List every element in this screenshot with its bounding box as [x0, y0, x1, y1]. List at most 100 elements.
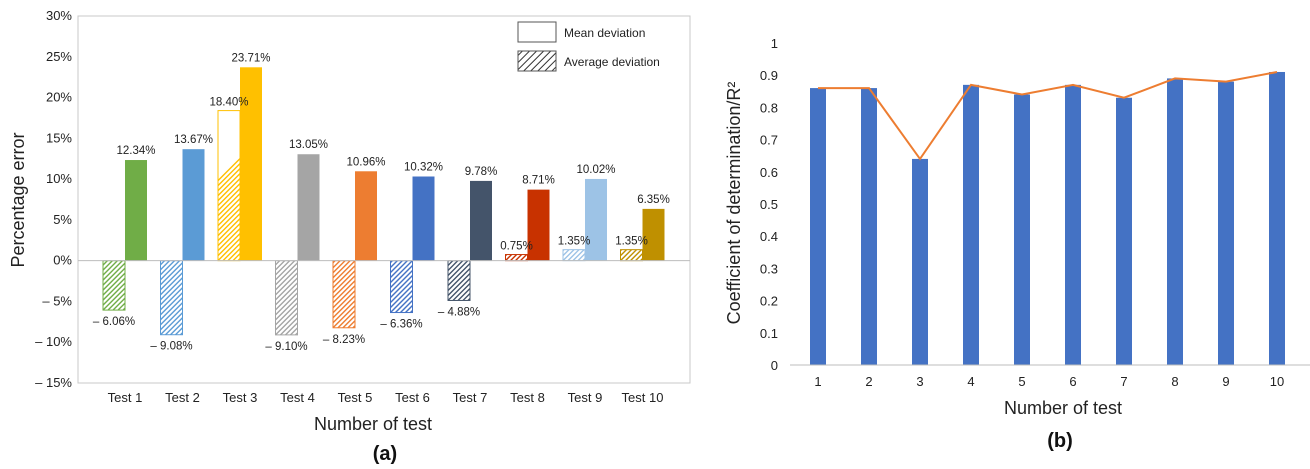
chart-a-x-tick-label: Test 4	[280, 390, 315, 405]
data-label-mean-deviation: 13.05%	[289, 139, 328, 151]
data-label-average-deviation: – 6.36%	[380, 319, 422, 331]
chart-a-y-tick-label: – 5%	[42, 293, 72, 308]
chart-a-frame	[77, 15, 691, 384]
bar-r-squared	[1167, 78, 1183, 366]
chart-b-x-tick-label: 1	[814, 374, 821, 389]
chart-b-bars	[810, 71, 1285, 366]
chart-b-y-tick-label: 0	[771, 358, 778, 373]
chart-a-y-tick-label: 0%	[53, 253, 72, 268]
chart-b-y-tick-label: 0.8	[760, 100, 778, 115]
bar-r-squared	[1116, 97, 1132, 366]
bar-average-deviation-hatch	[563, 249, 585, 261]
bar-r-squared	[912, 158, 928, 365]
chart-a-y-tick-label: – 10%	[35, 334, 72, 349]
chart-a-y-tick-label: 25%	[46, 49, 72, 64]
chart-b-x-tick-label: 2	[865, 374, 872, 389]
chart-b-y-tick-label: 0.7	[760, 133, 778, 148]
chart-b-panel-label: (b)	[1047, 430, 1073, 452]
chart-a-panel-label: (a)	[373, 443, 397, 465]
chart-b-trend-line	[818, 70, 1278, 161]
bar-average-deviation-hatch	[333, 260, 355, 328]
bar-average-deviation-hatch	[275, 260, 298, 335]
chart-b-y-ticks: 0 0.1 0.2 0.3 0.4 0.5 0.6 0.7 0.8 0.9 1	[760, 36, 778, 373]
chart-b-x-tick-label: 3	[916, 374, 923, 389]
legend-swatch-average-deviation	[517, 50, 557, 72]
bar-mean-deviation	[297, 154, 320, 261]
data-label-mean-deviation: 8.71%	[522, 175, 555, 187]
chart-b-y-tick-label: 0.5	[760, 197, 778, 212]
chart-b-x-tick-label: 7	[1120, 374, 1127, 389]
chart-a-bars	[102, 67, 665, 336]
bar-mean-deviation	[585, 178, 607, 261]
chart-b-x-tick-label: 4	[967, 374, 974, 389]
bar-mean-deviation	[642, 208, 665, 261]
bar-r-squared	[1065, 84, 1081, 366]
data-label-mean-deviation: 12.34%	[116, 145, 155, 157]
data-label-average-deviation: 1.35%	[558, 236, 591, 248]
chart-b-y-tick-label: 0.2	[760, 294, 778, 309]
data-label-average-deviation: – 4.88%	[438, 306, 480, 318]
chart-a-legend: Mean deviation Average deviation	[517, 21, 660, 72]
legend-label-mean-deviation: Mean deviation	[564, 26, 645, 40]
data-label-mean-deviation: 10.96%	[346, 156, 385, 168]
data-label-mean-deviation: 23.71%	[231, 52, 270, 64]
chart-b-y-tick-label: 0.9	[760, 68, 778, 83]
chart-b-y-tick-label: 1	[771, 36, 778, 51]
chart-a-x-ticks: Test 1 Test 2 Test 3 Test 4 Test 5 Test 6 Test…	[108, 390, 664, 405]
chart-a-y-tick-label: 10%	[46, 171, 72, 186]
chart-b-y-tick-label: 0.3	[760, 261, 778, 276]
chart-b-x-tick-label: 9	[1222, 374, 1229, 389]
bar-mean-deviation	[240, 67, 262, 261]
chart-b-x-ticks: 1 2 3 4 5 6 7 8 9 10	[814, 374, 1284, 389]
data-label-mean-deviation: 13.67%	[174, 134, 213, 146]
bar-r-squared	[861, 88, 877, 365]
legend-label-average-deviation: Average deviation	[564, 55, 660, 69]
chart-a-x-tick-label: Test 9	[568, 390, 603, 405]
legend-swatch-mean-deviation	[517, 21, 557, 43]
bar-r-squared	[963, 84, 979, 366]
data-label-average-deviation: 0.75%	[500, 241, 533, 253]
bar-r-squared	[1014, 94, 1030, 366]
chart-a-y-ticks: – 15% – 10% – 5% 0% 5% 10% 15% 20% 25% 30%	[35, 8, 72, 390]
chart-a-y-tick-label: – 15%	[35, 375, 72, 390]
data-label-mean-deviation: 9.78%	[465, 166, 498, 178]
chart-b-x-axis-title: Number of test	[1004, 398, 1122, 418]
bar-average-deviation-hatch	[160, 260, 183, 335]
bar-average-deviation-hatch	[218, 157, 240, 261]
chart-a-y-tick-label: 5%	[53, 212, 72, 227]
data-label-average-deviation: – 9.10%	[265, 341, 307, 353]
chart-b-y-tick-label: 0.1	[760, 326, 778, 341]
chart-a-x-tick-label: Test 2	[165, 390, 200, 405]
bar-mean-deviation	[470, 180, 492, 261]
bar-average-deviation-hatch	[448, 260, 470, 301]
data-label-average-deviation: – 9.08%	[150, 341, 192, 353]
chart-a-x-tick-label: Test 7	[453, 390, 488, 405]
bar-mean-deviation	[527, 189, 550, 261]
chart-a-y-tick-label: 20%	[46, 90, 72, 105]
chart-a-y-axis-title: Percentage error	[8, 132, 28, 267]
bar-mean-deviation	[182, 149, 205, 261]
bar-mean-deviation	[412, 176, 435, 261]
chart-a-x-tick-label: Test 10	[622, 390, 664, 405]
bar-average-deviation-hatch	[103, 260, 125, 311]
bar-r-squared	[1269, 71, 1285, 365]
data-label-average-deviation: – 8.23%	[323, 334, 365, 346]
chart-a-x-tick-label: Test 1	[108, 390, 143, 405]
chart-b-x-tick-label: 10	[1270, 374, 1284, 389]
chart-b-y-tick-label: 0.4	[760, 229, 778, 244]
bar-mean-deviation	[355, 171, 377, 261]
chart-b-y-axis-title: Coefficient of determination/R²	[724, 82, 744, 325]
data-label-mean-deviation: 6.35%	[637, 194, 670, 206]
data-label-mean-deviation: 10.02%	[576, 164, 615, 176]
data-label-average-deviation: – 6.06%	[93, 316, 135, 328]
bar-mean-deviation	[125, 160, 147, 261]
bar-average-deviation-hatch	[390, 260, 413, 313]
chart-a-data-labels: – 6.06% 12.34% – 9.08% 13.67% 18.40% 23.71% – …	[93, 52, 670, 353]
chart-a-x-axis-title: Number of test	[314, 414, 432, 434]
data-label-average-deviation: 1.35%	[615, 236, 648, 248]
chart-b-x-tick-label: 5	[1018, 374, 1025, 389]
chart-a-x-tick-label: Test 8	[510, 390, 545, 405]
chart-b-x-tick-label: 8	[1171, 374, 1178, 389]
